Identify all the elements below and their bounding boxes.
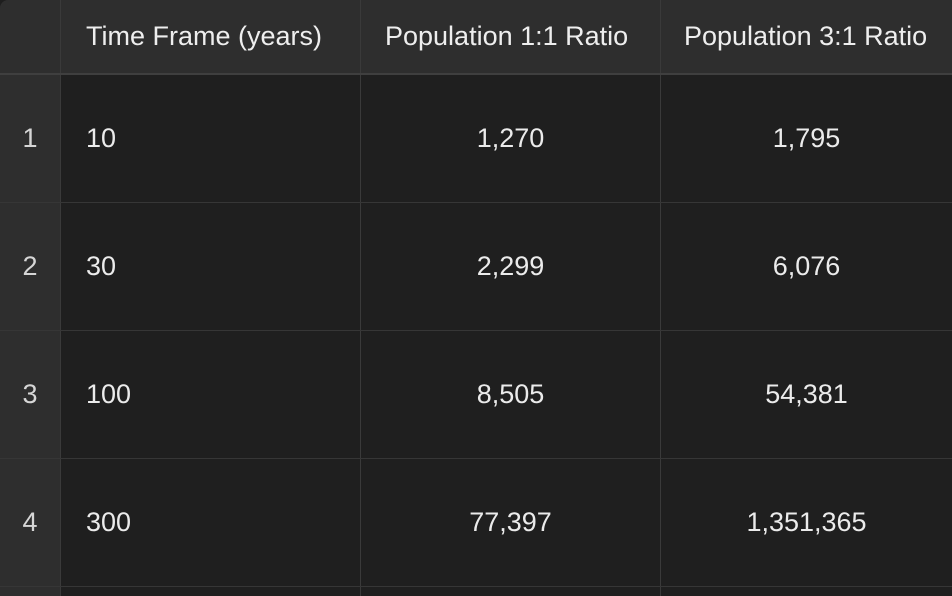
population-3-1-cell [661, 587, 952, 596]
population-1-1-cell [361, 587, 661, 596]
table-row: 1 10 1,270 1,795 [0, 75, 952, 203]
population-3-1-cell[interactable]: 6,076 [661, 203, 952, 330]
time-frame-cell[interactable]: 100 [61, 331, 361, 458]
row-index-cell[interactable]: 2 [0, 203, 61, 330]
population-3-1-cell[interactable]: 1,795 [661, 75, 952, 202]
table-overflow-row [0, 587, 952, 596]
column-header-population-3-1[interactable]: Population 3:1 Ratio [684, 21, 928, 51]
table-header-row: Time Frame (years) Population 1:1 Ratio … [0, 0, 952, 75]
population-3-1-cell[interactable]: 1,351,365 [661, 459, 952, 586]
time-frame-cell[interactable]: 300 [61, 459, 361, 586]
row-index-cell[interactable]: 3 [0, 331, 61, 458]
table-row: 4 300 77,397 1,351,365 [0, 459, 952, 587]
time-frame-cell [61, 587, 361, 596]
population-1-1-cell[interactable]: 77,397 [361, 459, 661, 586]
population-1-1-cell[interactable]: 1,270 [361, 75, 661, 202]
table-row: 2 30 2,299 6,076 [0, 203, 952, 331]
time-frame-cell[interactable]: 30 [61, 203, 361, 330]
header-corner-cell[interactable] [0, 0, 61, 73]
population-1-1-cell[interactable]: 8,505 [361, 331, 661, 458]
row-index-cell[interactable]: 4 [0, 459, 61, 586]
column-header-population-1-1[interactable]: Population 1:1 Ratio [361, 0, 661, 73]
row-index-cell[interactable]: 1 [0, 75, 61, 202]
population-3-1-cell[interactable]: 54,381 [661, 331, 952, 458]
column-header-time-frame[interactable]: Time Frame (years) [61, 0, 361, 73]
population-1-1-cell[interactable]: 2,299 [361, 203, 661, 330]
time-frame-cell[interactable]: 10 [61, 75, 361, 202]
table-row: 3 100 8,505 54,381 [0, 331, 952, 459]
row-index-cell [0, 587, 61, 596]
